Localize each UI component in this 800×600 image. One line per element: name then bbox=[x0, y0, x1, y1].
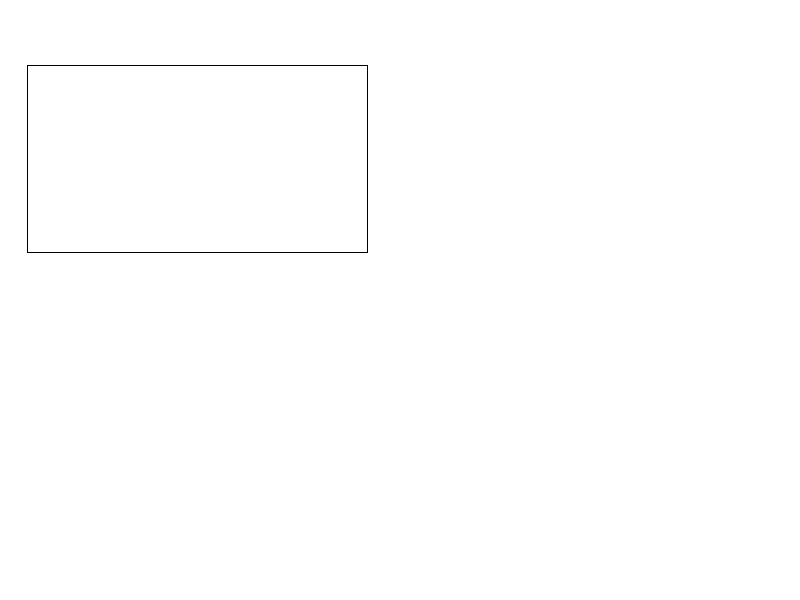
legend-key-slot bbox=[34, 224, 90, 242]
legend-item-rough-fwhm-sample bbox=[34, 101, 367, 129]
legend-key-slot bbox=[34, 106, 90, 124]
legend bbox=[27, 65, 368, 253]
legend-item-resultant-fwhm bbox=[34, 160, 367, 188]
legend-item-sigma-range bbox=[34, 219, 367, 247]
legend-key-slot bbox=[34, 194, 90, 212]
legend-item-median-fwhm bbox=[34, 189, 367, 217]
legend-item-psf-like-sample bbox=[34, 130, 367, 158]
legend-key-slot bbox=[34, 76, 90, 94]
legend-key-slot bbox=[34, 165, 90, 183]
legend-key-slot bbox=[34, 135, 90, 153]
legend-item-all-sample bbox=[34, 71, 367, 99]
